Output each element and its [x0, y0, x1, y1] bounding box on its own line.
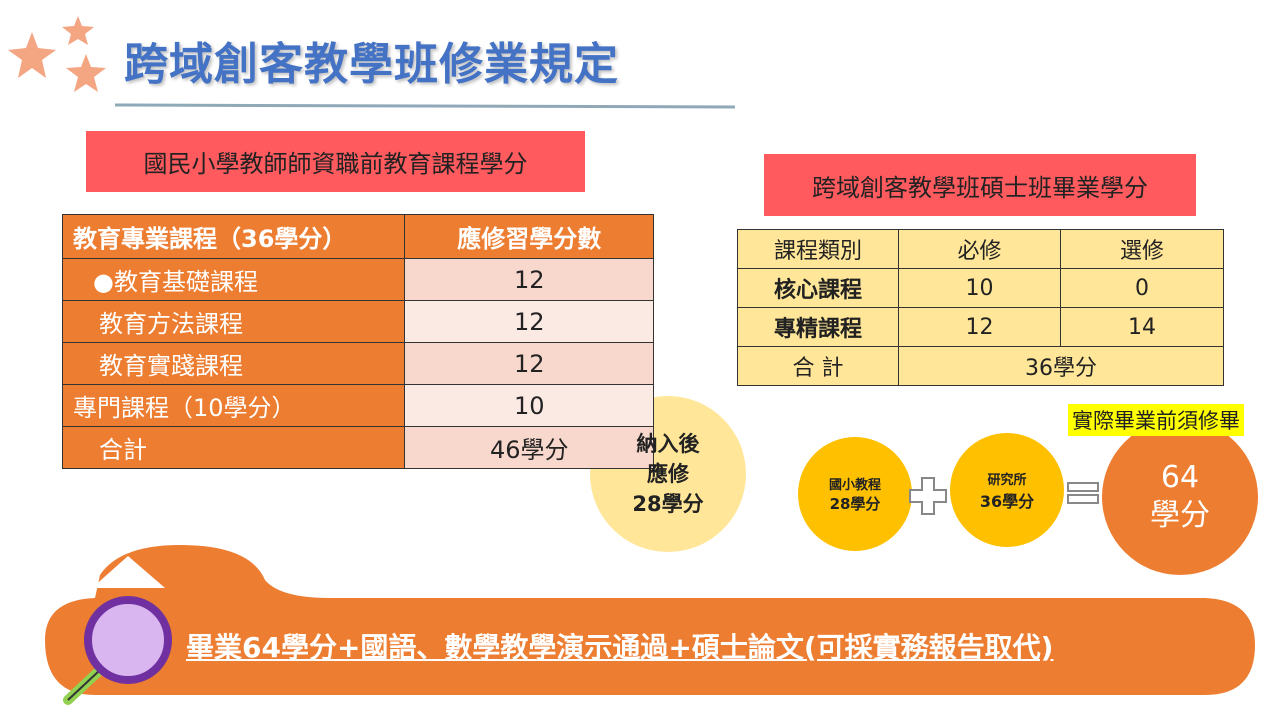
cell: 教育實踐課程: [61, 342, 406, 385]
cell: 10: [404, 384, 654, 427]
text: 28學分: [632, 492, 704, 516]
result-text: 64 學分: [1102, 419, 1258, 575]
cell: 專精課程: [737, 307, 899, 347]
star: [62, 16, 94, 45]
header-cell: 課程類別: [737, 229, 899, 269]
text: 28學分: [829, 495, 881, 513]
magnifier: [84, 596, 172, 684]
text: 64: [1160, 460, 1200, 495]
highlight: 實際畢業前須修畢: [1068, 404, 1244, 436]
text: 納入後: [636, 432, 700, 456]
cell: 教育方法課程: [61, 300, 406, 343]
circle: [798, 437, 912, 551]
cell: 14: [1060, 307, 1224, 347]
left-table: 教育專業課程（36學分） 應修習學分數 ●教育基礎課程 12 教育方法課程 12 教育…: [61, 214, 654, 469]
header-cell: 必修: [898, 229, 1061, 269]
cell: ●教育基礎課程: [61, 258, 406, 301]
cell: 12: [404, 258, 654, 301]
cell: 合計: [61, 426, 406, 469]
text: 研究所: [987, 472, 1027, 488]
banner: [45, 545, 1255, 695]
cell: 12: [404, 342, 654, 385]
cell: 36學分: [898, 346, 1224, 386]
right-table: 課程類別 必修 選修 核心課程 10 0 專精課程 12 14 合 計 36學分: [737, 229, 1224, 386]
footer: 畢業64學分+國語、數學教學演示通過+碩士論文(可採實務報告取代): [186, 631, 1054, 664]
left-heading: 國民小學教師師資職前教育課程學分: [86, 131, 585, 192]
header-cell: 選修: [1060, 229, 1224, 269]
plus: [909, 477, 947, 515]
header-cell: 教育專業課程（36學分）: [61, 214, 406, 259]
right-heading: 跨域創客教學班碩士班畢業學分: [764, 154, 1196, 216]
star: [8, 32, 56, 78]
circle-text: 國小教程 28學分: [798, 437, 912, 551]
bubble-text: 納入後 應修 28學分: [590, 396, 746, 552]
banner-notch: [92, 556, 165, 588]
equals: [1067, 482, 1099, 492]
cell: 12: [898, 307, 1061, 347]
text: 36學分: [979, 491, 1035, 511]
cell: 合 計: [737, 346, 899, 386]
cell: 10: [898, 268, 1061, 308]
cell: 12: [404, 300, 654, 343]
cell: 核心課程: [737, 268, 899, 308]
circle-text: 研究所 36學分: [950, 433, 1064, 547]
title: 跨域創客教學班修業規定: [124, 39, 619, 90]
text: 應修: [647, 462, 689, 486]
cell: 專門課程（10學分）: [61, 384, 406, 427]
cell: 46學分: [404, 426, 654, 469]
title-rule: [114, 103, 736, 109]
text: 國小教程: [828, 478, 881, 493]
circle: [950, 433, 1064, 547]
header-cell: 應修習學分數: [404, 214, 654, 259]
circle: [1102, 419, 1258, 575]
cell: 0: [1060, 268, 1224, 308]
equals: [1067, 494, 1099, 504]
text: 學分: [1150, 498, 1210, 533]
star: [66, 54, 106, 92]
magnifier-outline: [67, 669, 101, 701]
